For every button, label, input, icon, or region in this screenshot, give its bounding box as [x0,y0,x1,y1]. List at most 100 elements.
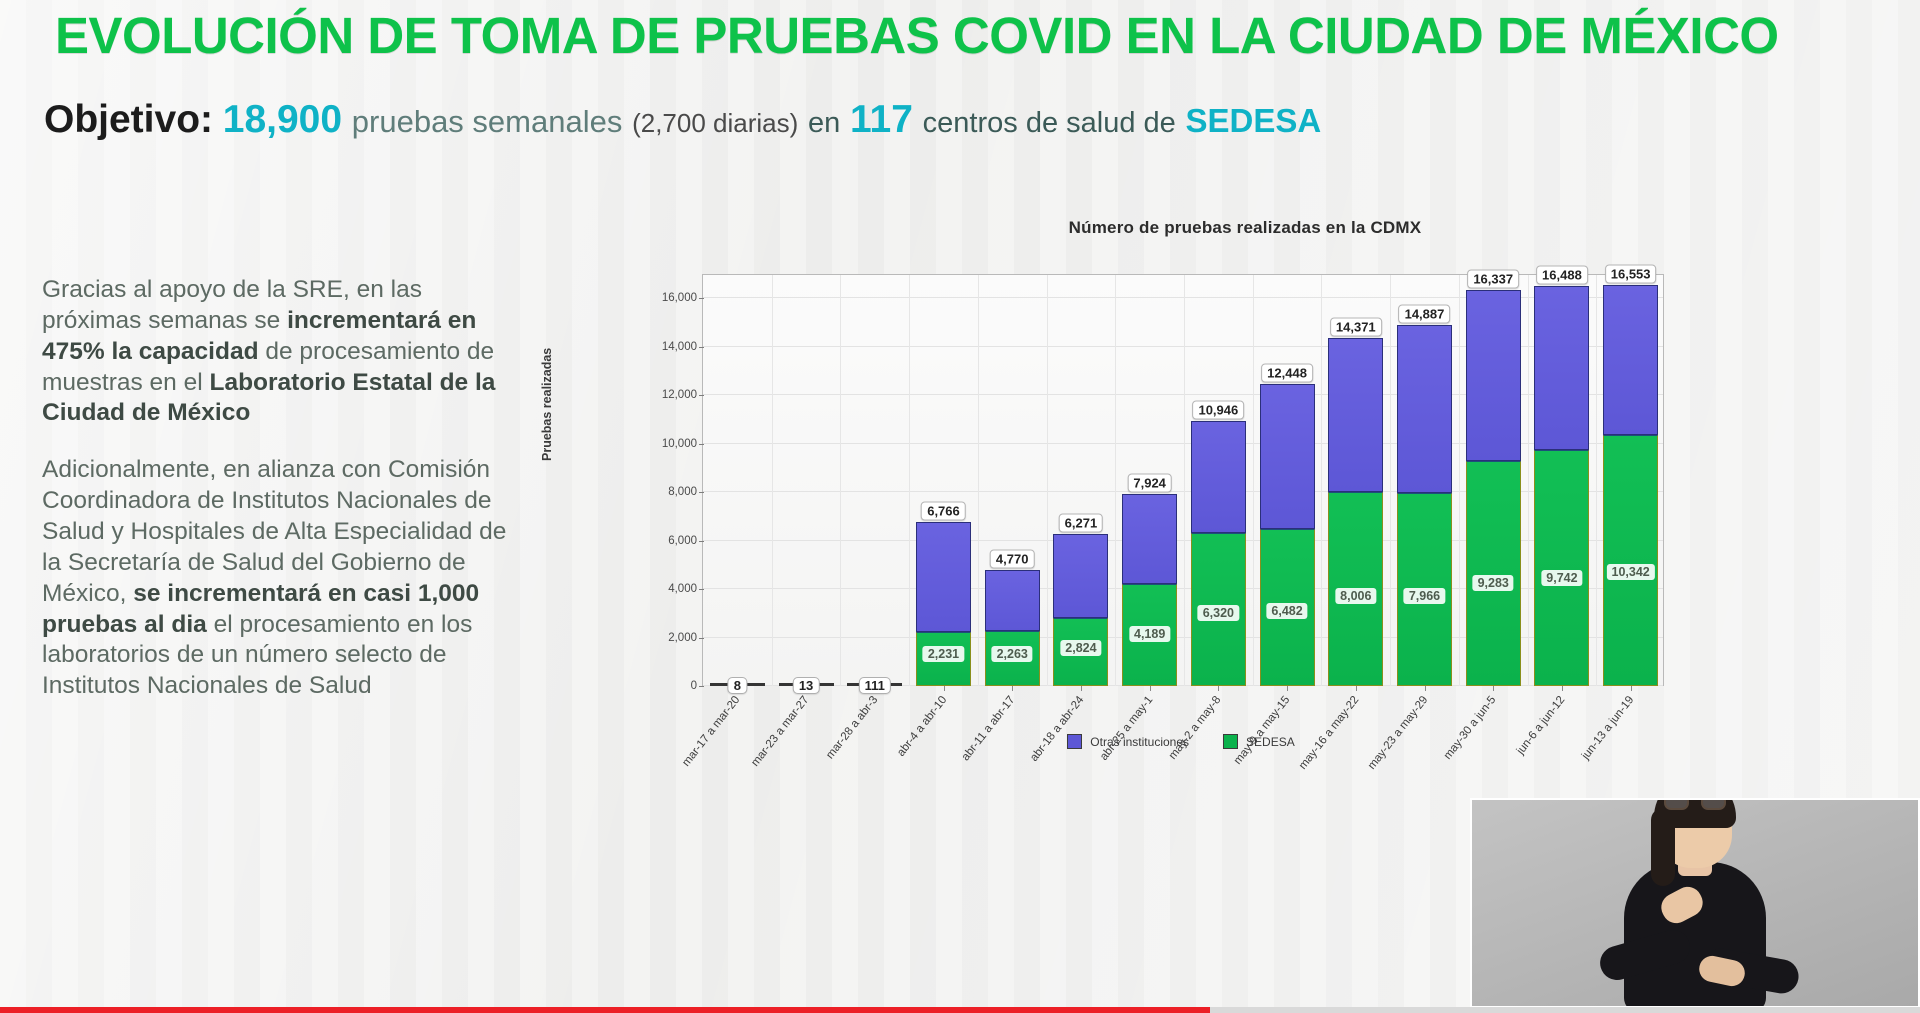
bar-total-label: 10,946 [1192,400,1245,420]
bar-group[interactable]: 6,766 2,231 [916,501,971,686]
x-axis-tick-mark [1218,686,1220,691]
plot-area: 0 2,000 4,000 6,000 8,000 10,000 12,000 14,000 1… [662,264,1664,772]
bar-segment-otras-instituciones[interactable]: 12,448 [1259,363,1315,529]
paragraph-2-part-2: el procesamiento en los laboratorios de … [42,610,473,700]
bar-segment-otras-instituciones[interactable]: 7,924 [1122,473,1178,585]
gridline [703,297,1663,299]
x-axis-tick-label: mar-28 a abr-3 [823,694,881,762]
vertical-gridline [909,275,911,686]
y-axis-tick-label: 14,000 [661,340,705,353]
legend-item[interactable]: Otras instituciones [1067,734,1189,749]
y-axis-tick-label: 10,000 [661,437,705,450]
bar-group[interactable]: 12,448 6,482 [1259,363,1315,686]
objective-line: Objetivo: 18,900 pruebas semanales (2,70… [44,98,1321,142]
bar-segment-sedesa[interactable]: 2,231 [916,631,971,686]
bar-sedesa-label: 2,263 [991,645,1033,662]
bar-segment-sedesa[interactable]: 9,283 [1465,461,1521,686]
paragraph-1-bold-1: incrementará en 475% la capacidad [42,306,477,365]
bar-group[interactable]: 8 [709,677,765,694]
x-axis-tick-mark [1493,686,1495,691]
bar-segment-otras-instituciones[interactable]: 4,770 [984,549,1040,632]
video-progress-bar[interactable] [0,1007,1920,1013]
bar-segment-otras-instituciones[interactable]: 14,887 [1397,304,1452,493]
gridline [703,491,1663,493]
bar-group[interactable]: 111 [847,677,903,694]
x-axis-tick-mark [1630,686,1632,691]
bar-total-label: 7,924 [1127,473,1172,493]
bar-segment-otras-instituciones[interactable]: 16,553 [1603,264,1659,436]
x-axis-tick-label: may-9 a may-15 [1231,694,1293,767]
x-axis-tick-label: abr-18 a abr-24 [1028,694,1087,764]
x-axis-tick-label: abr-11 a abr-17 [959,694,1018,764]
x-axis-tick-mark [1287,686,1289,691]
objective-centers-unit: centros de salud de [922,107,1176,139]
paragraph-1-part-1: Gracias al apoyo de la SRE, en las próxi… [42,276,422,334]
objective-tests-number: 18,900 [222,98,343,141]
x-axis-tick-mark [1012,686,1014,691]
x-axis-tick-label: may-16 a may-22 [1296,694,1362,772]
objective-en: en [808,107,841,139]
y-axis-tick-label: 16,000 [661,292,705,305]
bar-total-label: 6,271 [1058,513,1104,533]
bar-group[interactable]: 14,887 7,966 [1397,304,1452,686]
vertical-gridline [1458,275,1460,686]
vertical-gridline [1527,275,1529,686]
bar-group[interactable]: 14,371 8,006 [1328,317,1384,686]
bar-group[interactable]: 13 [778,677,834,694]
y-axis-tick-label: 2,000 [668,631,704,644]
bar-segment-otras-instituciones[interactable]: 14,371 [1328,317,1384,492]
bar-segment-sedesa[interactable]: 2,263 [984,631,1040,686]
y-axis-tick-label: 12,000 [661,389,705,402]
bar-segment-sedesa[interactable]: 9,742 [1534,449,1590,686]
y-axis-tick-label: 0 [690,680,705,692]
bar-segment-otras-instituciones[interactable]: 16,488 [1534,265,1590,450]
bar-group[interactable]: 4,770 2,263 [984,549,1040,686]
bar-group[interactable]: 10,946 6,320 [1190,400,1246,686]
chart-title: Número de pruebas realizadas en la CDMX [1068,218,1422,237]
y-axis-tick-label: 6,000 [668,534,704,547]
gridline [703,539,1663,541]
bar-total-label: 14,371 [1329,317,1382,337]
bar-segment-otras-instituciones[interactable]: 6,271 [1053,513,1109,618]
bar-segment-sedesa[interactable]: 6,482 [1259,528,1315,686]
chart-legend: Otras instituciones SEDESA [570,734,1792,749]
legend-item[interactable]: SEDESA [1223,734,1295,749]
x-axis-tick-label: mar-17 a mar-20 [680,694,743,769]
bar-group[interactable]: 16,337 9,283 [1465,269,1521,686]
page-title: EVOLUCIÓN DE TOMA DE PRUEBAS COVID EN LA… [55,7,1779,64]
bar-sedesa-label: 6,482 [1266,603,1308,620]
bar-segment-sedesa[interactable]: 2,824 [1053,617,1109,686]
bar-group[interactable]: 16,488 9,742 [1534,265,1590,686]
sign-language-video[interactable] [1470,798,1920,1008]
bar-segment-otras-instituciones[interactable]: 6,766 [916,501,971,632]
bar-segment-sedesa[interactable]: 6,320 [1190,532,1246,686]
vertical-gridline [1390,275,1392,686]
x-axis-tick-mark [1149,686,1151,691]
legend-swatch [1067,734,1083,749]
vertical-gridline [1115,275,1117,686]
bar-segment-otras-instituciones[interactable]: 10,946 [1190,400,1246,533]
x-axis-tick-label: mar-23 a mar-27 [749,694,812,769]
x-axis-tick-label: abr-4 a abr-10 [894,694,949,759]
bar-segment-sedesa[interactable]: 7,966 [1397,492,1452,686]
bar-group[interactable]: 16,553 10,342 [1603,264,1659,686]
bar-total-label: 13 [792,677,820,694]
bar-segment-sedesa[interactable]: 8,006 [1328,491,1384,686]
bar-segment-otras-instituciones[interactable]: 16,337 [1465,269,1521,462]
x-axis-tick-mark [1561,686,1563,691]
bar-sedesa-label: 7,966 [1403,587,1446,604]
bar-total-label: 16,553 [1604,264,1657,284]
bar-segment-sedesa[interactable]: 4,189 [1122,584,1178,686]
interpreter-glasses [1664,800,1726,810]
chart: Número de pruebas realizadas en la CDMX … [540,218,1920,1008]
video-progress-fill [0,1007,1210,1013]
bar-group[interactable]: 7,924 4,189 [1122,473,1178,686]
bar-segment-sedesa[interactable]: 10,342 [1603,435,1659,686]
bar-sedesa-label: 10,342 [1606,563,1655,580]
vertical-gridline [977,275,979,686]
gridline [703,345,1663,347]
objective-org: SEDESA [1185,102,1322,139]
paragraph-2-part-1: Adicionalmente, en alianza con Comisión … [42,456,507,607]
bar-group[interactable]: 6,271 2,824 [1053,513,1109,686]
objective-centers-number: 117 [850,98,913,141]
